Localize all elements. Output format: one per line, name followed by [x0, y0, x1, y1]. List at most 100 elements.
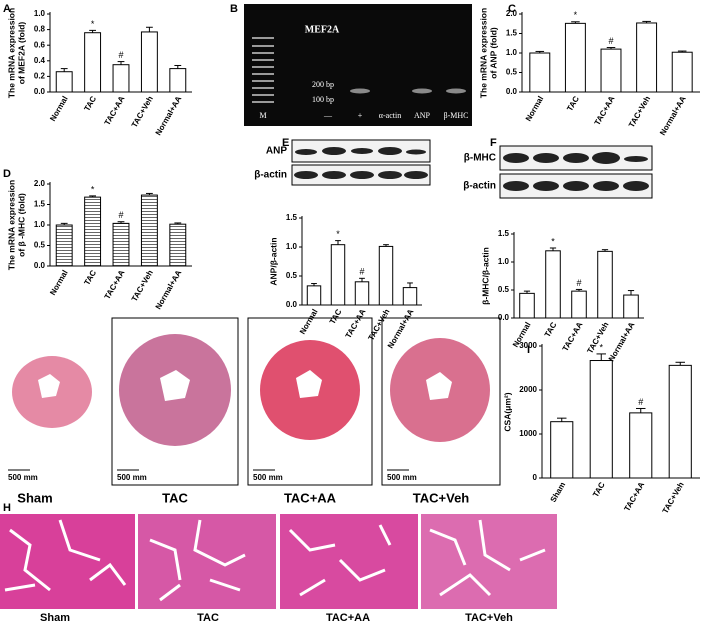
scale-bar-label: 500 mm — [387, 473, 417, 482]
y-tick-label: 1.5 — [498, 229, 510, 238]
bar — [306, 285, 322, 306]
bar — [519, 292, 535, 319]
bar — [600, 48, 622, 93]
bar — [84, 196, 102, 267]
bar — [671, 51, 693, 93]
bar — [140, 194, 158, 267]
lane-label: β-MHC — [444, 111, 469, 120]
group-label: TAC+AA — [284, 490, 337, 505]
x-tick-label: Normal+AA — [607, 320, 637, 363]
bar — [169, 68, 187, 93]
bar — [140, 31, 158, 93]
y-axis-label: of β -MHC (fold) — [16, 193, 26, 257]
y-tick-label: 0.0 — [34, 261, 46, 270]
ladder-label: 200 bp — [312, 80, 334, 89]
bar — [545, 250, 561, 319]
y-axis-label: of MEF2A (fold) — [16, 22, 26, 85]
y-tick-label: 0.2 — [34, 72, 46, 81]
significance-mark: * — [574, 10, 578, 20]
y-tick-label: 0.0 — [498, 313, 510, 322]
bar — [564, 22, 586, 93]
y-tick-label: 1.0 — [498, 257, 510, 266]
panel-letter: A — [3, 3, 11, 15]
bar — [169, 223, 187, 267]
y-tick-label: 1.5 — [286, 213, 298, 222]
significance-mark: # — [638, 397, 643, 407]
x-tick-label: TAC+AA — [622, 480, 646, 512]
y-axis-label: β-MHC/β-actin — [480, 247, 490, 305]
group-label: TAC — [162, 490, 188, 505]
group-label: Sham — [17, 490, 52, 505]
bar — [354, 281, 370, 306]
significance-mark: # — [608, 36, 613, 46]
y-tick-label: 0.0 — [286, 300, 298, 309]
bar — [623, 294, 639, 319]
y-tick-label: 1000 — [519, 429, 537, 438]
significance-mark: * — [336, 229, 340, 239]
y-tick-label: 1.0 — [506, 48, 518, 57]
y-tick-label: 2.0 — [34, 179, 46, 188]
y-tick-label: 0.5 — [286, 271, 298, 280]
bar — [636, 22, 658, 93]
scale-bar-label: 500 mm — [253, 473, 283, 482]
blot-label: ANP — [266, 146, 287, 157]
blot-label: β-actin — [254, 170, 287, 181]
blot-label: β-MHC — [464, 153, 496, 164]
significance-mark: # — [118, 210, 123, 220]
gel-image — [244, 4, 472, 126]
y-tick-label: 1.0 — [286, 242, 298, 251]
ladder-label: 100 bp — [312, 95, 334, 104]
bar — [55, 224, 73, 267]
bar — [629, 412, 653, 479]
significance-mark: * — [551, 236, 555, 246]
y-tick-label: 0.8 — [34, 25, 46, 34]
x-tick-label: TAC — [591, 480, 607, 498]
y-tick-label: 1.0 — [34, 9, 46, 18]
bar — [597, 250, 613, 319]
x-tick-label: Normal+AA — [658, 94, 688, 137]
x-tick-label: TAC+AA — [103, 268, 127, 300]
bar — [571, 290, 587, 319]
x-tick-label: TAC+AA — [561, 320, 585, 352]
y-tick-label: 0.0 — [34, 87, 46, 96]
bar — [529, 52, 551, 93]
x-tick-label: TAC+Veh — [585, 320, 610, 355]
x-tick-label: Normal — [524, 95, 546, 123]
x-tick-label: TAC+Veh — [661, 480, 686, 515]
significance-mark: # — [118, 50, 123, 60]
bar — [112, 64, 130, 93]
panel-letter: B — [230, 3, 238, 15]
panel-letter: E — [282, 137, 289, 149]
lane-label: — — [323, 111, 333, 120]
x-tick-label: TAC — [565, 94, 581, 112]
panel-letter: F — [490, 137, 497, 149]
bar — [330, 244, 346, 306]
y-tick-label: 3000 — [519, 341, 537, 350]
x-tick-label: TAC+AA — [103, 94, 127, 126]
y-tick-label: 2000 — [519, 385, 537, 394]
lane-label: + — [358, 111, 363, 120]
histology-g: G 500 mm 500 mm 500 mm 500 mm Sham TAC T… — [2, 317, 501, 505]
bar — [402, 287, 418, 306]
gel-panel: B MEF2A 200 bp 100 bp M — + α-actin ANP … — [230, 3, 472, 126]
y-axis-label: CSA(μm²) — [502, 392, 512, 431]
bar — [55, 71, 73, 93]
lane-label: M — [259, 111, 266, 120]
histology-h: H Sham TAC TAC+AA TAC+Veh — [0, 502, 557, 624]
blot-e: ANP β-actin — [254, 139, 431, 186]
group-label: TAC+Veh — [465, 612, 513, 624]
x-tick-label: TAC+Veh — [627, 94, 652, 129]
panel-letter: D — [3, 168, 11, 180]
bar — [84, 32, 102, 93]
panel-letter: I — [527, 344, 530, 356]
x-tick-label: TAC — [82, 94, 98, 112]
y-axis-label: of ANP (fold) — [488, 27, 498, 79]
x-tick-label: TAC — [543, 320, 559, 338]
y-tick-label: 0.6 — [34, 40, 46, 49]
significance-mark: # — [359, 267, 364, 277]
y-tick-label: 0.5 — [498, 285, 510, 294]
significance-mark: # — [576, 278, 581, 288]
x-tick-label: Normal+AA — [154, 268, 184, 311]
y-tick-label: 1.5 — [506, 29, 518, 38]
